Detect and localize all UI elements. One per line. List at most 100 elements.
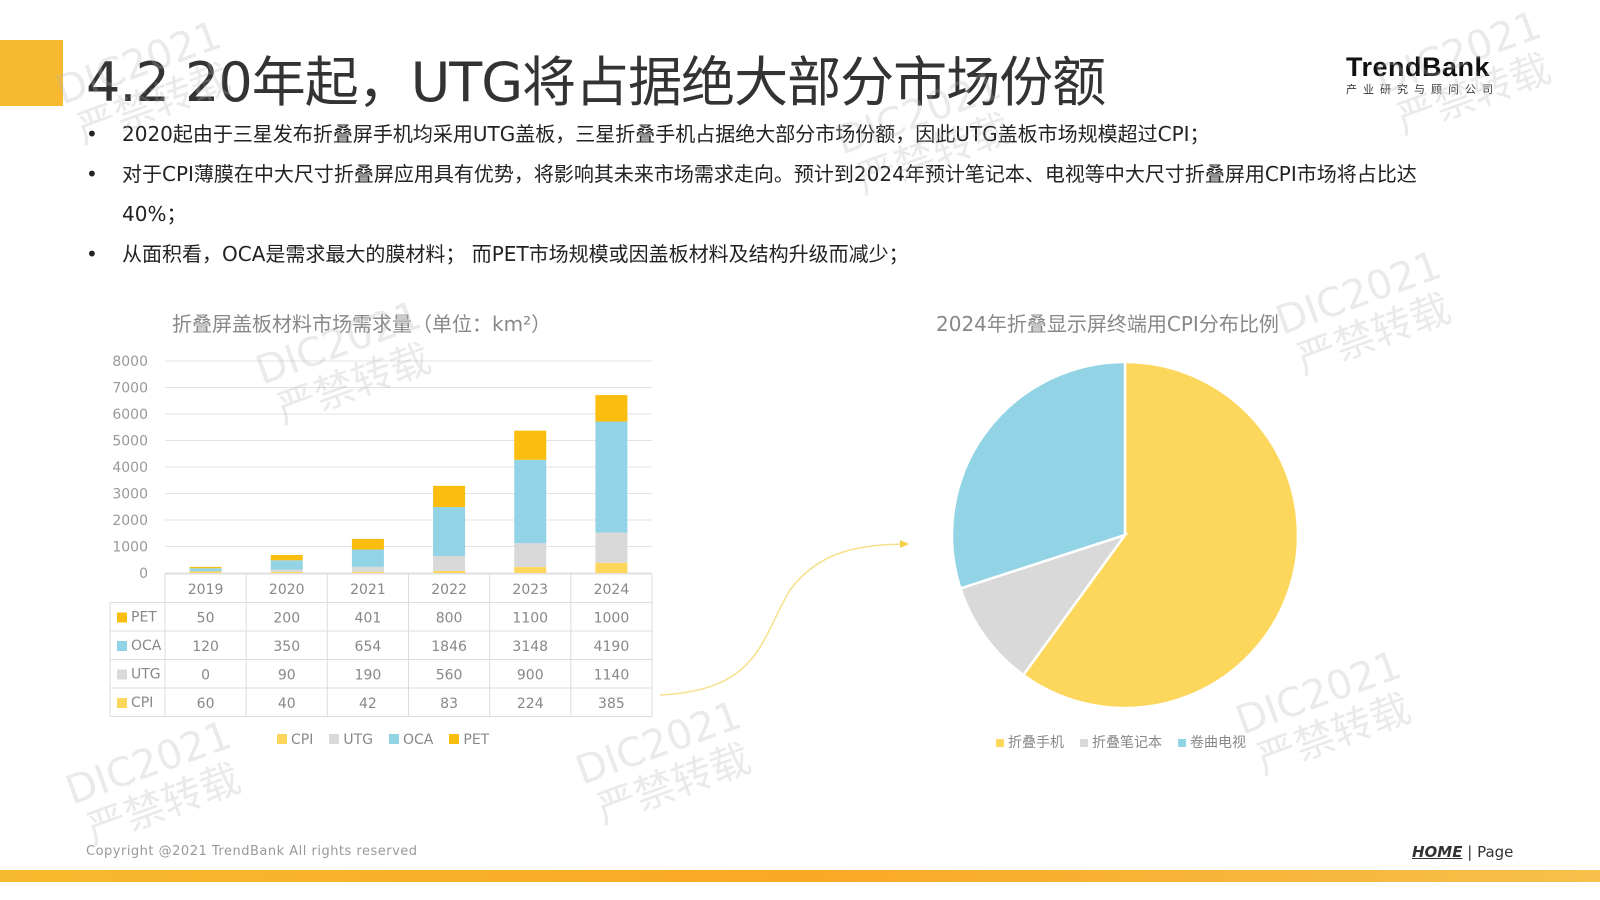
table-cell: 560 — [436, 668, 463, 684]
table-cell: 60 — [197, 696, 215, 712]
bar-segment-oca — [514, 459, 547, 544]
legend-item-cpi: CPI — [277, 732, 313, 748]
y-tick-label: 3000 — [112, 487, 148, 503]
y-tick-label: 5000 — [112, 434, 148, 450]
bottom-accent-bar — [0, 870, 1600, 882]
legend-item-pet: PET — [449, 732, 489, 748]
y-tick-label: 6000 — [112, 407, 148, 423]
table-cell: 190 — [355, 668, 382, 684]
table-cell: 401 — [355, 611, 382, 627]
table-cell: 90 — [278, 668, 296, 684]
legend-swatch-cpi — [117, 698, 127, 708]
table-cell: 4190 — [594, 639, 630, 655]
bullet-item: 2020起由于三星发布折叠屏手机均采用UTG盖板，三星折叠手机占据绝大部分市场份… — [86, 114, 1486, 154]
logo-tagline: 产业研究与顾问公司 — [1346, 83, 1499, 96]
arrow-head-icon — [900, 540, 909, 548]
table-header-year: 2024 — [594, 582, 630, 598]
home-label[interactable]: HOME — [1412, 843, 1463, 861]
legend-item: 折叠笔记本 — [1080, 732, 1162, 752]
bar-segment-utg — [351, 566, 384, 572]
y-tick-label: 1000 — [112, 540, 148, 556]
y-tick-label: 4000 — [112, 460, 148, 476]
table-cell: 3148 — [512, 639, 548, 655]
page-label: | Page — [1467, 843, 1514, 861]
table-cell: 0 — [201, 668, 210, 684]
bar-segment-pet — [189, 566, 222, 569]
bar-segment-cpi — [514, 567, 547, 573]
bar-segment-cpi — [270, 571, 303, 573]
connector-arrow — [659, 543, 906, 696]
table-cell: 50 — [197, 611, 215, 627]
table-cell: 120 — [192, 639, 219, 655]
legend-swatch-utg — [117, 669, 127, 680]
table-row-label: CPI — [131, 695, 153, 711]
logo-name: TrendBank — [1346, 52, 1491, 82]
bar-segment-utg — [595, 532, 628, 563]
legend-item: 卷曲电视 — [1178, 732, 1246, 752]
table-cell: 800 — [436, 611, 463, 627]
table-cell: 40 — [278, 696, 296, 712]
bar-segment-pet — [351, 538, 384, 550]
bar-segment-pet — [514, 430, 547, 460]
bar-segment-pet — [595, 395, 628, 422]
table-cell: 900 — [517, 668, 544, 684]
table-cell: 1100 — [512, 611, 548, 627]
title-accent-block — [0, 40, 63, 106]
legend-item-oca: OCA — [389, 732, 433, 748]
legend-swatch-pet — [117, 612, 127, 623]
bar-segment-oca — [595, 421, 628, 533]
table-cell: 654 — [355, 639, 382, 655]
pie-slice — [950, 360, 1127, 591]
y-tick-label: 2000 — [112, 513, 148, 529]
bar-chart-legend: CPI UTG OCA PET — [277, 732, 489, 748]
copyright: Copyright @2021 TrendBank All rights res… — [86, 844, 418, 859]
bar-segment-oca — [351, 549, 384, 567]
pie-chart-title: 2024年折叠显示屏终端用CPI分布比例 — [936, 312, 1279, 336]
table-cell: 385 — [598, 696, 625, 712]
table-header-year: 2022 — [431, 582, 467, 598]
bar-segment-utg — [433, 555, 466, 571]
table-header-year: 2021 — [350, 582, 386, 598]
home-link[interactable]: HOME | Page — [1412, 843, 1513, 861]
table-row-label: PET — [131, 610, 157, 626]
legend-item: 折叠手机 — [996, 732, 1064, 752]
bar-segment-oca — [189, 568, 222, 572]
y-tick-label: 7000 — [112, 381, 148, 397]
table-cell: 1846 — [431, 639, 467, 655]
table-header-year: 2023 — [512, 582, 548, 598]
bullet-list: 2020起由于三星发布折叠屏手机均采用UTG盖板，三星折叠手机占据绝大部分市场份… — [86, 114, 1486, 274]
table-header-year: 2020 — [269, 582, 305, 598]
bullet-item: 对于CPI薄膜在中大尺寸折叠屏应用具有优势，将影响其未来市场需求走向。预计到20… — [86, 154, 1486, 234]
pie-chart-legend: 折叠手机 折叠笔记本 卷曲电视 — [996, 732, 1246, 752]
table-cell: 200 — [273, 611, 300, 627]
table-row-label: OCA — [131, 638, 162, 654]
table-header-year: 2019 — [188, 582, 224, 598]
table-cell: 83 — [440, 696, 458, 712]
legend-swatch-oca — [117, 641, 127, 651]
pie-slice — [1021, 360, 1300, 710]
legend-item-utg: UTG — [329, 732, 373, 748]
trendbank-logo: TrendBank 产业研究与顾问公司 — [1346, 52, 1499, 97]
table-cell: 42 — [359, 696, 377, 712]
pie-slice — [958, 532, 1129, 677]
bar-segment-utg — [514, 543, 547, 568]
bullet-item: 从面积看，OCA是需求最大的膜材料； 而PET市场规模或因盖板材料及结构升级而减… — [86, 234, 1486, 274]
bar-chart-title: 折叠屏盖板材料市场需求量（单位：km²） — [172, 312, 552, 336]
table-cell: 224 — [517, 696, 544, 712]
table-cell: 1000 — [594, 611, 630, 627]
table-cell: 350 — [273, 639, 300, 655]
bar-segment-cpi — [189, 571, 222, 573]
bar-segment-oca — [270, 560, 303, 570]
bar-segment-cpi — [595, 562, 628, 573]
y-tick-label: 8000 — [112, 354, 148, 370]
table-row-label: UTG — [131, 667, 161, 683]
bar-segment-oca — [433, 507, 466, 556]
y-tick-label: 0 — [139, 566, 148, 582]
bar-segment-cpi — [351, 571, 384, 573]
page-title: 4.2 20年起，UTG将占据绝大部分市场份额 — [86, 51, 1106, 114]
bar-segment-pet — [433, 485, 466, 508]
bar-segment-cpi — [433, 570, 466, 573]
bar-segment-pet — [270, 554, 303, 561]
